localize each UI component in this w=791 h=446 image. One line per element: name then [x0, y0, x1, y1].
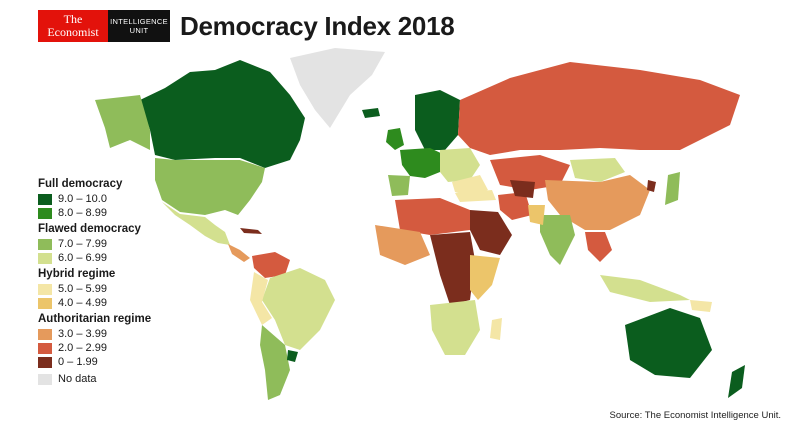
region-scandinavia — [415, 90, 460, 150]
region-afghanistan-turkmen — [510, 180, 535, 198]
region-russia — [458, 62, 740, 155]
source-note: Source: The Economist Intelligence Unit. — [609, 410, 781, 421]
legend-heading-flawed: Flawed democracy — [38, 223, 141, 235]
region-arabia — [470, 210, 512, 255]
economist-logo-line1: The — [63, 12, 83, 26]
region-mongolia — [570, 158, 625, 182]
legend-swatch — [38, 297, 52, 309]
legend-swatch — [38, 373, 52, 385]
region-peru-bolivia — [250, 272, 272, 325]
legend-label: 6.0 – 6.99 — [58, 252, 107, 264]
legend-full-democracy: Full democracy 9.0 – 10.0 8.0 – 8.99 — [38, 178, 198, 220]
region-australia — [625, 308, 712, 378]
region-east-africa — [470, 255, 500, 300]
region-canada — [140, 60, 305, 168]
legend-label: 0 – 1.99 — [58, 356, 98, 368]
legend-swatch — [38, 328, 52, 340]
region-uruguay — [287, 350, 298, 362]
eiu-logo-line2: UNIT — [129, 26, 149, 35]
region-pakistan — [528, 205, 545, 225]
legend-label: 4.0 – 4.99 — [58, 297, 107, 309]
region-brazil — [262, 268, 335, 350]
legend-label: 5.0 – 5.99 — [58, 283, 107, 295]
legend-swatch — [38, 283, 52, 295]
legend-flawed-democracy: Flawed democracy 7.0 – 7.99 6.0 – 6.99 — [38, 223, 198, 265]
legend-row: 7.0 – 7.99 — [38, 237, 198, 251]
region-western-europe — [400, 148, 445, 178]
legend-authoritarian-regime: Authoritarian regime 3.0 – 3.99 2.0 – 2.… — [38, 313, 198, 369]
region-cuba — [240, 228, 262, 234]
legend-row: 9.0 – 10.0 — [38, 192, 198, 206]
legend-label: No data — [58, 373, 97, 385]
legend-swatch — [38, 252, 52, 264]
legend-label: 8.0 – 8.99 — [58, 207, 107, 219]
region-chile-argentina — [260, 325, 290, 400]
region-greenland — [290, 48, 385, 128]
region-central-america — [228, 244, 250, 262]
region-alaska — [95, 95, 150, 150]
legend-heading-full: Full democracy — [38, 178, 123, 190]
legend-row: 3.0 – 3.99 — [38, 327, 198, 341]
region-india — [540, 215, 575, 265]
region-japan — [665, 172, 680, 205]
legend-swatch — [38, 342, 52, 354]
region-indonesia-philippines — [600, 275, 690, 302]
legend-heading-hybrid: Hybrid regime — [38, 268, 116, 280]
region-iberia — [388, 175, 410, 196]
legend-swatch — [38, 238, 52, 250]
eiu-logo-line1: INTELLIGENCE — [110, 17, 168, 26]
header: The Economist INTELLIGENCE UNIT Democrac… — [38, 10, 455, 42]
region-venezuela-colombia — [252, 252, 290, 278]
region-new-zealand — [728, 365, 745, 398]
region-usa — [155, 158, 265, 215]
region-mexico — [162, 202, 230, 245]
legend-swatch — [38, 356, 52, 368]
region-north-korea — [647, 180, 656, 192]
economist-logo-line2: Economist — [47, 25, 99, 39]
legend-row: 2.0 – 2.99 — [38, 341, 198, 355]
region-turkey — [455, 190, 496, 202]
region-southeast-asia — [585, 232, 612, 262]
legend-no-data: No data — [38, 372, 198, 386]
legend-label: 9.0 – 10.0 — [58, 193, 107, 205]
legend-row: 6.0 – 6.99 — [38, 251, 198, 265]
legend: Full democracy 9.0 – 10.0 8.0 – 8.99 Fla… — [38, 178, 198, 386]
legend-label: 7.0 – 7.99 — [58, 238, 107, 250]
legend-label: 2.0 – 2.99 — [58, 342, 107, 354]
legend-label: 3.0 – 3.99 — [58, 328, 107, 340]
region-png — [690, 300, 712, 312]
region-north-africa — [395, 198, 470, 235]
legend-row: 5.0 – 5.99 — [38, 282, 198, 296]
world-map — [95, 48, 745, 400]
legend-row: 4.0 – 4.99 — [38, 296, 198, 310]
region-uk-ireland — [386, 128, 404, 150]
region-southern-africa — [430, 300, 480, 355]
legend-row: 8.0 – 8.99 — [38, 206, 198, 220]
region-madagascar — [490, 318, 502, 340]
region-central-africa — [430, 232, 475, 305]
economist-logo: The Economist — [38, 10, 108, 42]
region-west-africa — [375, 225, 430, 265]
legend-swatch — [38, 193, 52, 205]
page-title: Democracy Index 2018 — [180, 10, 455, 41]
region-iran — [498, 192, 532, 220]
legend-swatch — [38, 207, 52, 219]
region-ukraine-balkans — [452, 175, 488, 196]
legend-row: 0 – 1.99 — [38, 355, 198, 369]
region-china — [545, 175, 650, 230]
region-iceland — [362, 108, 380, 118]
legend-hybrid-regime: Hybrid regime 5.0 – 5.99 4.0 – 4.99 — [38, 268, 198, 310]
legend-heading-auth: Authoritarian regime — [38, 313, 152, 325]
eiu-logo: INTELLIGENCE UNIT — [108, 10, 170, 42]
region-eastern-europe — [440, 148, 480, 182]
